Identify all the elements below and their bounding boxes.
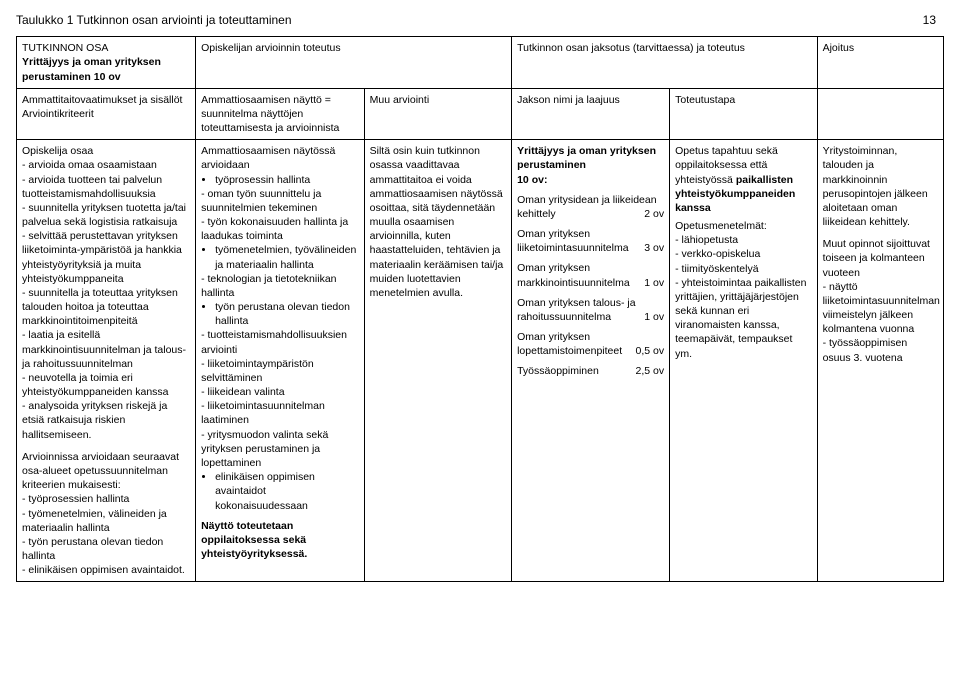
- c1-item: - suunnitella yrityksen tuotetta ja/tai …: [22, 201, 190, 229]
- c2-d: - työn kokonaisuuden hallinta ja laaduka…: [201, 215, 359, 243]
- c4-item-ov: 2,5 ov: [636, 364, 665, 378]
- c1-item: - laatia ja esitellä markkinointisuunnit…: [22, 328, 190, 371]
- c6-p1: Yritystoiminnan, talouden ja markkinoinn…: [823, 144, 938, 229]
- c4-item: Oman yrityksen talous- ja rahoitussuunni…: [517, 296, 664, 324]
- c1-item: - suunnitella ja toteuttaa yrityksen tal…: [22, 286, 190, 329]
- c4-item-ov: 3 ov: [644, 241, 664, 255]
- c6-m: - näyttö liiketoimintasuunnitelman viime…: [823, 280, 938, 337]
- c4-item: Oman yrityksen liiketoimintasuunnitelma …: [517, 227, 664, 255]
- c1-arv: Arvioinnissa arvioidaan seuraavat osa-al…: [22, 450, 190, 493]
- c3-text: Siltä osin kuin tutkinnon osassa vaaditt…: [370, 144, 506, 300]
- r2c1a: Ammattitaitovaatimukset ja sisällöt: [22, 93, 190, 107]
- body-c2: Ammattiosaamisen näytössä arvioidaan työ…: [196, 140, 365, 582]
- body-c3: Siltä osin kuin tutkinnon osassa vaaditt…: [364, 140, 511, 582]
- c4-title: Yrittäjyys ja oman yrityksen perustamine…: [517, 144, 664, 172]
- c5-menet: Opetusmenetelmät:: [675, 219, 811, 233]
- r2c2: Ammattiosaamisen näyttö = suunnitelma nä…: [196, 88, 365, 140]
- c1-arv-item: - työn perustana olevan tiedon hallinta: [22, 535, 190, 563]
- c2-d: - liikeidean valinta: [201, 385, 359, 399]
- c4-item-label: Oman yrityksen talous- ja rahoitussuunni…: [517, 297, 635, 323]
- c1-item: - arvioida tuotteen tai palvelun tuottei…: [22, 173, 190, 201]
- r2c1: Ammattitaitovaatimukset ja sisällöt Arvi…: [17, 88, 196, 140]
- c4-item-label: Työssäoppiminen: [517, 365, 599, 377]
- c5-m: - tiimityöskentelyä: [675, 262, 811, 276]
- table-row: Opiskelija osaa - arvioida omaa osaamist…: [17, 140, 944, 582]
- c4-item: Työssäoppiminen 2,5 ov: [517, 364, 664, 378]
- c1-arv-item: - työmenetelmien, välineiden ja materiaa…: [22, 507, 190, 535]
- c5-m: - yhteistoimintaa paikallisten yrittäjie…: [675, 276, 811, 361]
- head-c1-line1: TUTKINNON OSA: [22, 41, 190, 55]
- c5-p1: Opetus tapahtuu sekä oppilaitoksessa ett…: [675, 144, 811, 215]
- page-number: 13: [923, 12, 944, 28]
- c4-item-label: Oman yritysidean ja liikeidean kehittely: [517, 194, 656, 220]
- c6-m: - työssäoppimisen osuus 3. vuotena: [823, 336, 938, 364]
- c2-d: - oman työn suunnittelu ja suunnitelmien…: [201, 187, 359, 215]
- table-row: Ammattitaitovaatimukset ja sisällöt Arvi…: [17, 88, 944, 140]
- c4-title-ov: 10 ov:: [517, 173, 664, 187]
- c4-item: Oman yrityksen lopettamistoimenpiteet 0,…: [517, 330, 664, 358]
- c4-item-label: Oman yrityksen liiketoimintasuunnitelma: [517, 228, 628, 254]
- c2-bul: elinikäisen oppimisen avaintaidot kokona…: [215, 470, 359, 513]
- head-c2: Opiskelijan arvioinnin toteutus: [196, 37, 512, 89]
- c6-p2: Muut opinnot sijoittuvat toiseen ja kolm…: [823, 237, 938, 280]
- c2-d: - tuotteistamismahdollisuuksien arvioint…: [201, 328, 359, 356]
- c2-bul: työn perustana olevan tiedon hallinta: [215, 300, 359, 328]
- c1-item: - arvioida omaa osaamistaan: [22, 158, 190, 172]
- c2-bul: työmenetelmien, työvälineiden ja materia…: [215, 243, 359, 271]
- c2-d: - teknologian ja tietotekniikan hallinta: [201, 272, 359, 300]
- head-c1: TUTKINNON OSA Yrittäjyys ja oman yrityks…: [17, 37, 196, 89]
- c4-item-label: Oman yrityksen lopettamistoimenpiteet: [517, 331, 622, 357]
- c5-m: - lähiopetusta: [675, 233, 811, 247]
- head-c4: Tutkinnon osan jaksotus (tarvittaessa) j…: [512, 37, 817, 89]
- c4-item-ov: 1 ov: [644, 276, 664, 290]
- body-c6: Yritystoiminnan, talouden ja markkinoinn…: [817, 140, 943, 582]
- table-caption: Taulukko 1 Tutkinnon osan arviointi ja t…: [16, 12, 292, 28]
- c2-d: - liiketoimintaympäristön selvittäminen: [201, 357, 359, 385]
- c1-lead: Opiskelija osaa: [22, 144, 190, 158]
- r2c6: [817, 88, 943, 140]
- c4-item: Oman yrityksen markkinointisuunnitelma 1…: [517, 261, 664, 289]
- head-c1-line2: Yrittäjyys ja oman yrityksen perustamine…: [22, 55, 190, 83]
- r2c3: Muu arviointi: [364, 88, 511, 140]
- c2-d: - liiketoimintasuunnitelman laatiminen: [201, 399, 359, 427]
- c2-bul: työprosessin hallinta: [215, 173, 359, 187]
- c4-item-ov: 0,5 ov: [636, 344, 665, 358]
- c1-item: - neuvotella ja toimia eri yhteistyökump…: [22, 371, 190, 399]
- c2-lead: Ammattiosaamisen näytössä arvioidaan: [201, 144, 359, 172]
- c2-d: - yritysmuodon valinta sekä yrityksen pe…: [201, 428, 359, 471]
- c1-arv-item: - työprosessien hallinta: [22, 492, 190, 506]
- assessment-table: TUTKINNON OSA Yrittäjyys ja oman yrityks…: [16, 36, 944, 582]
- c1-arv-item: - elinikäisen oppimisen avaintaidot.: [22, 563, 190, 577]
- r2c4: Jakson nimi ja laajuus: [512, 88, 670, 140]
- body-c1: Opiskelija osaa - arvioida omaa osaamist…: [17, 140, 196, 582]
- c4-item-label: Oman yrityksen markkinointisuunnitelma: [517, 262, 630, 288]
- table-row: TUTKINNON OSA Yrittäjyys ja oman yrityks…: [17, 37, 944, 89]
- c4-item: Oman yritysidean ja liikeidean kehittely…: [517, 193, 664, 221]
- body-c4: Yrittäjyys ja oman yrityksen perustamine…: [512, 140, 670, 582]
- r2c5: Toteutustapa: [670, 88, 817, 140]
- r2c1b: Arviointikriteerit: [22, 107, 190, 121]
- c2-foot: Näyttö toteutetaan oppilaitoksessa sekä …: [201, 519, 359, 562]
- c1-item: - selvittää perustettavan yrityksen liik…: [22, 229, 190, 286]
- c1-item: - analysoida yrityksen riskejä ja etsiä …: [22, 399, 190, 442]
- body-c5: Opetus tapahtuu sekä oppilaitoksessa ett…: [670, 140, 817, 582]
- c5-m: - verkko-opiskelua: [675, 247, 811, 261]
- c4-item-ov: 2 ov: [644, 207, 664, 221]
- c4-item-ov: 1 ov: [644, 310, 664, 324]
- head-c6: Ajoitus: [817, 37, 943, 89]
